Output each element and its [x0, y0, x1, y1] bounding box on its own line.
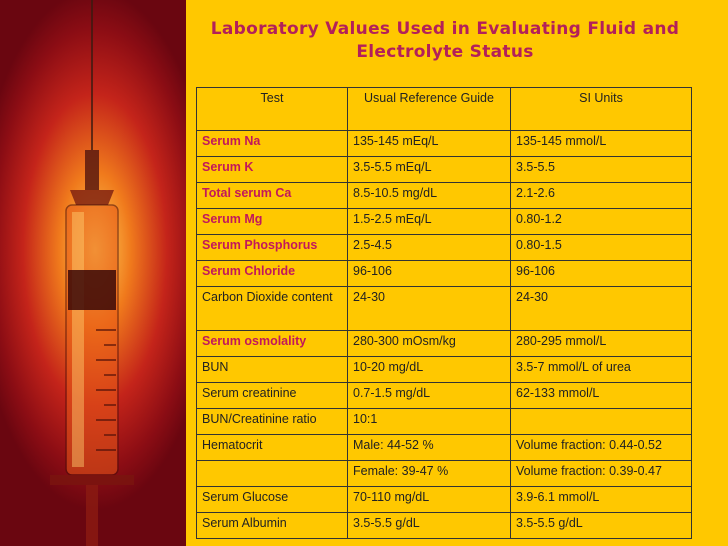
si-value: 24-30 — [510, 286, 692, 331]
table-row: Carbon Dioxide content 24-30 24-30 — [196, 286, 692, 331]
reference-value: 96-106 — [347, 260, 511, 287]
si-value: 0.80-1.5 — [510, 234, 692, 261]
si-value: 280-295 mmol/L — [510, 330, 692, 357]
table-row: Female: 39-47 % Volume fraction: 0.39-0.… — [196, 460, 692, 487]
test-name: Serum Chloride — [196, 260, 348, 287]
table-row: Serum osmolality 280-300 mOsm/kg 280-295… — [196, 330, 692, 357]
test-name — [196, 460, 348, 487]
reference-value: 3.5-5.5 mEq/L — [347, 156, 511, 183]
reference-value: 1.5-2.5 mEq/L — [347, 208, 511, 235]
reference-value: Male: 44-52 % — [347, 434, 511, 461]
reference-value: 280-300 mOsm/kg — [347, 330, 511, 357]
lab-values-table: Test Usual Reference Guide SI Units Seru… — [196, 87, 692, 539]
test-name: Serum Albumin — [196, 512, 348, 539]
test-name: Serum K — [196, 156, 348, 183]
si-value: Volume fraction: 0.44-0.52 — [510, 434, 692, 461]
title-line-1: Laboratory Values Used in Evaluating Flu… — [210, 19, 680, 39]
table-row: Hematocrit Male: 44-52 % Volume fraction… — [196, 434, 692, 461]
table-header-row: Test Usual Reference Guide SI Units — [196, 87, 692, 131]
slide-title: Laboratory Values Used in Evaluating Flu… — [200, 18, 690, 64]
test-name: BUN — [196, 356, 348, 383]
test-name: Serum Glucose — [196, 486, 348, 513]
table-row: Serum creatinine 0.7-1.5 mg/dL 62-133 mm… — [196, 382, 692, 409]
header-reference: Usual Reference Guide — [347, 87, 511, 131]
si-value: 3.9-6.1 mmol/L — [510, 486, 692, 513]
table-row: Serum K 3.5-5.5 mEq/L 3.5-5.5 — [196, 156, 692, 183]
table-row: Serum Albumin 3.5-5.5 g/dL 3.5-5.5 g/dL — [196, 512, 692, 539]
si-value: 3.5-5.5 g/dL — [510, 512, 692, 539]
table-row: Serum Glucose 70-110 mg/dL 3.9-6.1 mmol/… — [196, 486, 692, 513]
test-name: Total serum Ca — [196, 182, 348, 209]
si-value: 2.1-2.6 — [510, 182, 692, 209]
si-value — [510, 408, 692, 435]
reference-value: 24-30 — [347, 286, 511, 331]
syringe-icon — [50, 0, 134, 546]
reference-value: 10-20 mg/dL — [347, 356, 511, 383]
si-value: Volume fraction: 0.39-0.47 — [510, 460, 692, 487]
header-si-units: SI Units — [510, 87, 692, 131]
table-row: Serum Phosphorus 2.5-4.5 0.80-1.5 — [196, 234, 692, 261]
test-name: Serum Na — [196, 130, 348, 157]
si-value: 0.80-1.2 — [510, 208, 692, 235]
test-name: Carbon Dioxide content — [196, 286, 348, 331]
reference-value: 2.5-4.5 — [347, 234, 511, 261]
title-line-2: Electrolyte Status — [356, 42, 534, 62]
syringe-image — [0, 0, 186, 546]
test-name: Serum osmolality — [196, 330, 348, 357]
test-name: Serum creatinine — [196, 382, 348, 409]
reference-value: 3.5-5.5 g/dL — [347, 512, 511, 539]
test-name: Serum Phosphorus — [196, 234, 348, 261]
reference-value: Female: 39-47 % — [347, 460, 511, 487]
si-value: 3.5-5.5 — [510, 156, 692, 183]
table-row: Serum Chloride 96-106 96-106 — [196, 260, 692, 287]
reference-value: 135-145 mEq/L — [347, 130, 511, 157]
table-row: Serum Mg 1.5-2.5 mEq/L 0.80-1.2 — [196, 208, 692, 235]
test-name: Hematocrit — [196, 434, 348, 461]
reference-value: 0.7-1.5 mg/dL — [347, 382, 511, 409]
reference-value: 8.5-10.5 mg/dL — [347, 182, 511, 209]
test-name: BUN/Creatinine ratio — [196, 408, 348, 435]
table-row: BUN/Creatinine ratio 10:1 — [196, 408, 692, 435]
header-test: Test — [196, 87, 348, 131]
table-row: Serum Na 135-145 mEq/L 135-145 mmol/L — [196, 130, 692, 157]
si-value: 96-106 — [510, 260, 692, 287]
table-row: Total serum Ca 8.5-10.5 mg/dL 2.1-2.6 — [196, 182, 692, 209]
reference-value: 10:1 — [347, 408, 511, 435]
si-value: 62-133 mmol/L — [510, 382, 692, 409]
table-row: BUN 10-20 mg/dL 3.5-7 mmol/L of urea — [196, 356, 692, 383]
si-value: 135-145 mmol/L — [510, 130, 692, 157]
si-value: 3.5-7 mmol/L of urea — [510, 356, 692, 383]
test-name: Serum Mg — [196, 208, 348, 235]
reference-value: 70-110 mg/dL — [347, 486, 511, 513]
